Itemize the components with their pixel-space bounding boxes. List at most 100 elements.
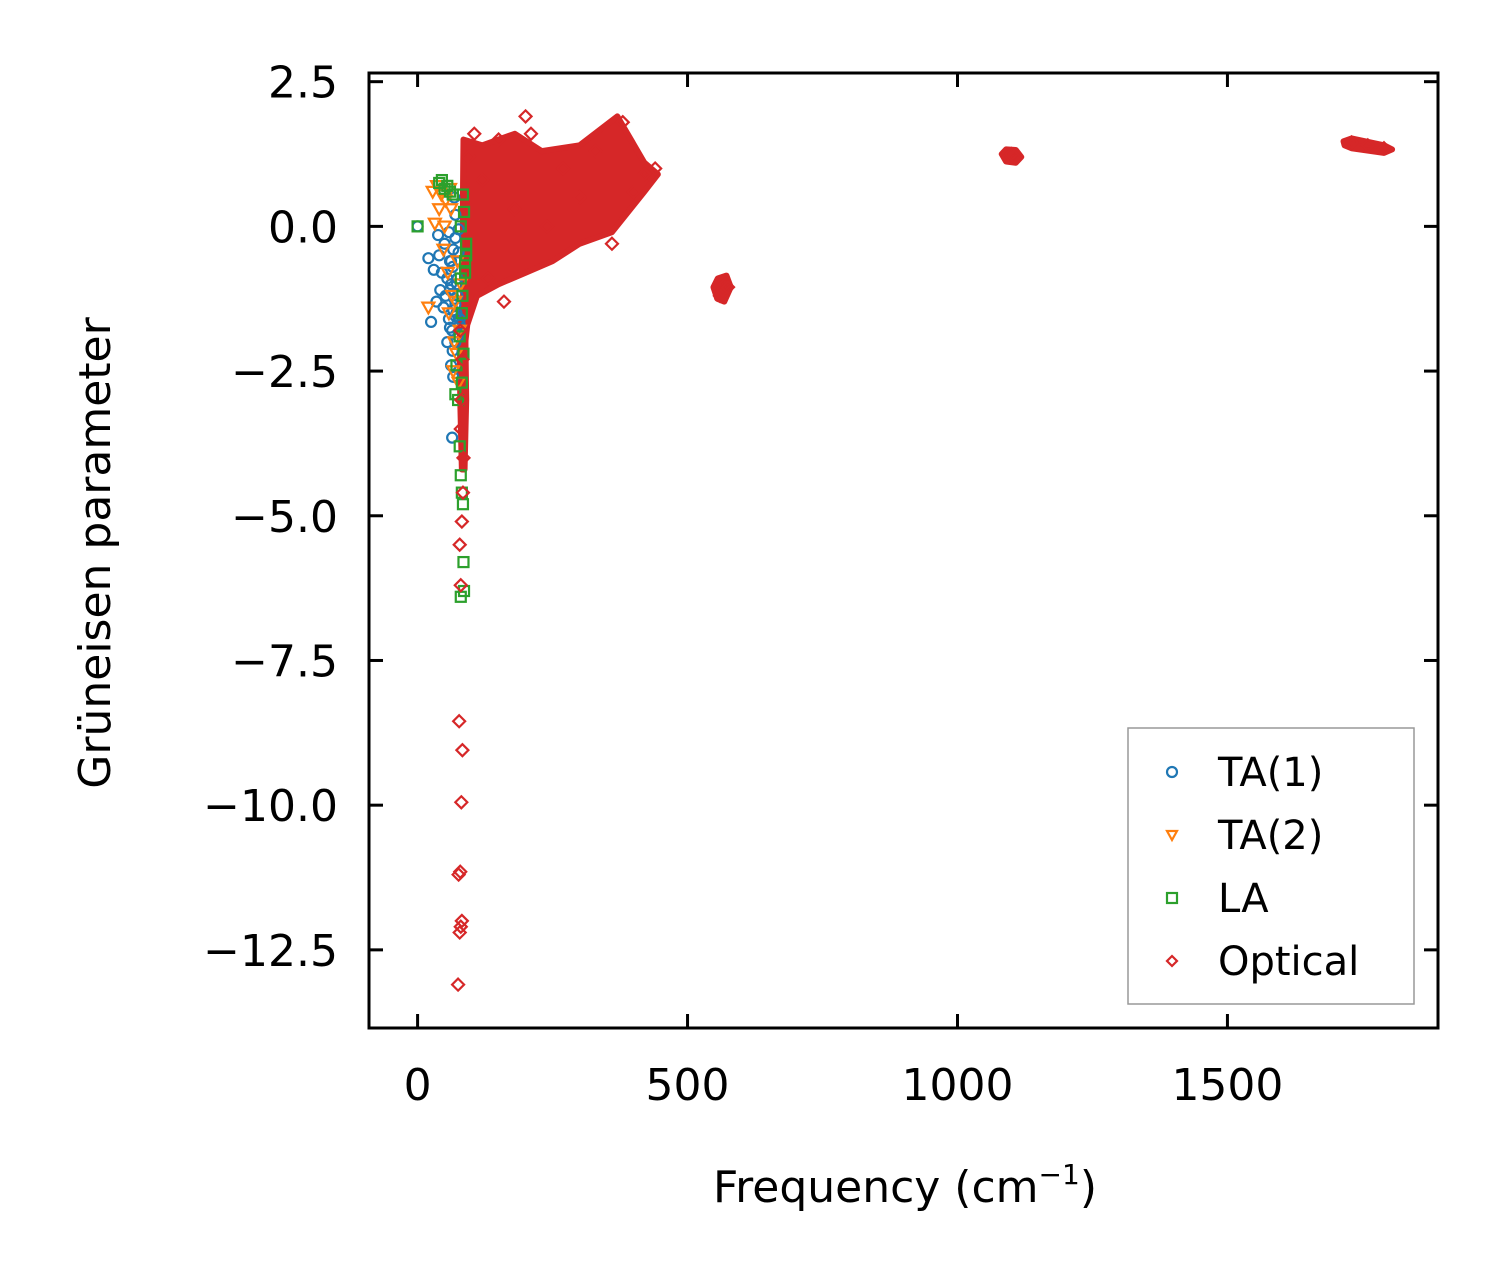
data-point — [422, 252, 435, 265]
data-point — [453, 794, 469, 810]
data-point — [426, 217, 443, 232]
x-axis-label-superscript: −1 — [1039, 1158, 1080, 1191]
data-point — [457, 205, 471, 219]
y-tick-labels: 2.5 0.0 −2.5 −5.0 −7.5 −10.0 −12.5 — [203, 58, 338, 977]
data-point — [456, 188, 470, 201]
data-point — [431, 203, 448, 218]
data-point — [424, 315, 438, 328]
data-point — [647, 160, 663, 177]
y-tick-label: −2.5 — [231, 347, 338, 398]
legend-marker — [1165, 765, 1179, 779]
data-point — [452, 323, 468, 339]
legend-label: TA(2) — [1217, 813, 1323, 859]
data-point — [460, 249, 473, 262]
data-point — [451, 393, 465, 407]
data-point — [720, 279, 736, 295]
data-point — [454, 742, 470, 758]
data-point — [411, 220, 424, 233]
x-tick-label: 500 — [646, 1060, 730, 1111]
y-tick-label: 2.5 — [268, 58, 338, 109]
legend-label: LA — [1218, 876, 1269, 922]
data-point — [436, 220, 453, 235]
data-point — [474, 172, 490, 188]
data-point — [518, 108, 534, 124]
data-point — [452, 864, 468, 880]
data-point — [435, 243, 452, 258]
legend: TA(1) TA(2) LA Optical — [1127, 727, 1415, 1005]
data-point — [456, 289, 469, 302]
data-point — [454, 514, 470, 530]
data-point — [455, 450, 472, 466]
x-tick-labels: 0 500 1000 1500 — [404, 1060, 1284, 1111]
y-axis-label: Grüneisen parameter — [70, 316, 121, 788]
legend-label: TA(1) — [1217, 750, 1323, 796]
y-tick-label: −7.5 — [231, 636, 338, 687]
y-tick-label: −12.5 — [203, 926, 338, 977]
data-point — [453, 421, 469, 437]
data-point — [453, 577, 469, 593]
plot-frame — [367, 71, 1440, 1030]
data-point — [455, 307, 468, 320]
data-point — [420, 301, 437, 316]
data-point — [523, 126, 539, 142]
data-point — [453, 392, 469, 408]
data-point — [466, 126, 482, 142]
data-point — [450, 977, 466, 993]
y-tick-label: −10.0 — [203, 781, 338, 832]
x-tick-label: 1500 — [1171, 1060, 1283, 1111]
data-point — [1001, 149, 1017, 165]
data-point — [446, 431, 459, 444]
data-point — [457, 555, 470, 569]
data-point — [636, 166, 652, 182]
data-point — [454, 469, 467, 482]
data-point — [460, 237, 473, 250]
data-point — [452, 537, 468, 553]
data-point — [1344, 134, 1360, 151]
data-point — [625, 184, 642, 200]
legend-marker — [1165, 891, 1179, 905]
x-tick-label: 1000 — [901, 1060, 1013, 1111]
data-point — [455, 485, 471, 501]
data-point — [539, 218, 555, 234]
data-point — [507, 201, 523, 217]
legend-box — [1127, 727, 1415, 1005]
x-axis-label: Frequency (cm−1) — [713, 1158, 1097, 1213]
data-point — [452, 246, 465, 259]
data-point — [604, 236, 620, 252]
data-point — [453, 440, 466, 453]
data-point — [457, 347, 470, 360]
data-point — [480, 270, 496, 287]
data-point — [555, 160, 571, 177]
data-point — [1360, 137, 1376, 153]
data-point — [452, 278, 469, 293]
data-point — [453, 330, 466, 343]
data-point — [432, 228, 445, 242]
y-tick-label: 0.0 — [268, 202, 338, 253]
scatter-points — [411, 108, 1392, 993]
data-point — [445, 365, 462, 380]
data-point — [443, 203, 459, 218]
data-point — [447, 295, 464, 310]
data-point — [441, 307, 457, 322]
data-point — [496, 294, 512, 310]
data-point — [1376, 140, 1392, 156]
data-point — [615, 114, 631, 130]
y-tick-label: −5.0 — [231, 492, 338, 543]
legend-marker — [1165, 829, 1179, 843]
data-point — [455, 376, 468, 389]
legend-label: Optical — [1218, 939, 1359, 985]
data-point — [588, 143, 604, 159]
legend-marker — [1165, 954, 1179, 968]
data-point — [1006, 149, 1022, 165]
x-tick-label: 0 — [404, 1060, 432, 1111]
data-point — [443, 185, 457, 198]
data-point — [461, 149, 477, 165]
data-point — [451, 713, 467, 729]
data-point — [572, 189, 588, 205]
data-point — [491, 132, 507, 148]
data-point — [454, 351, 470, 368]
data-point — [454, 272, 467, 285]
data-point — [454, 220, 467, 233]
axis-ticks — [369, 73, 1438, 1028]
